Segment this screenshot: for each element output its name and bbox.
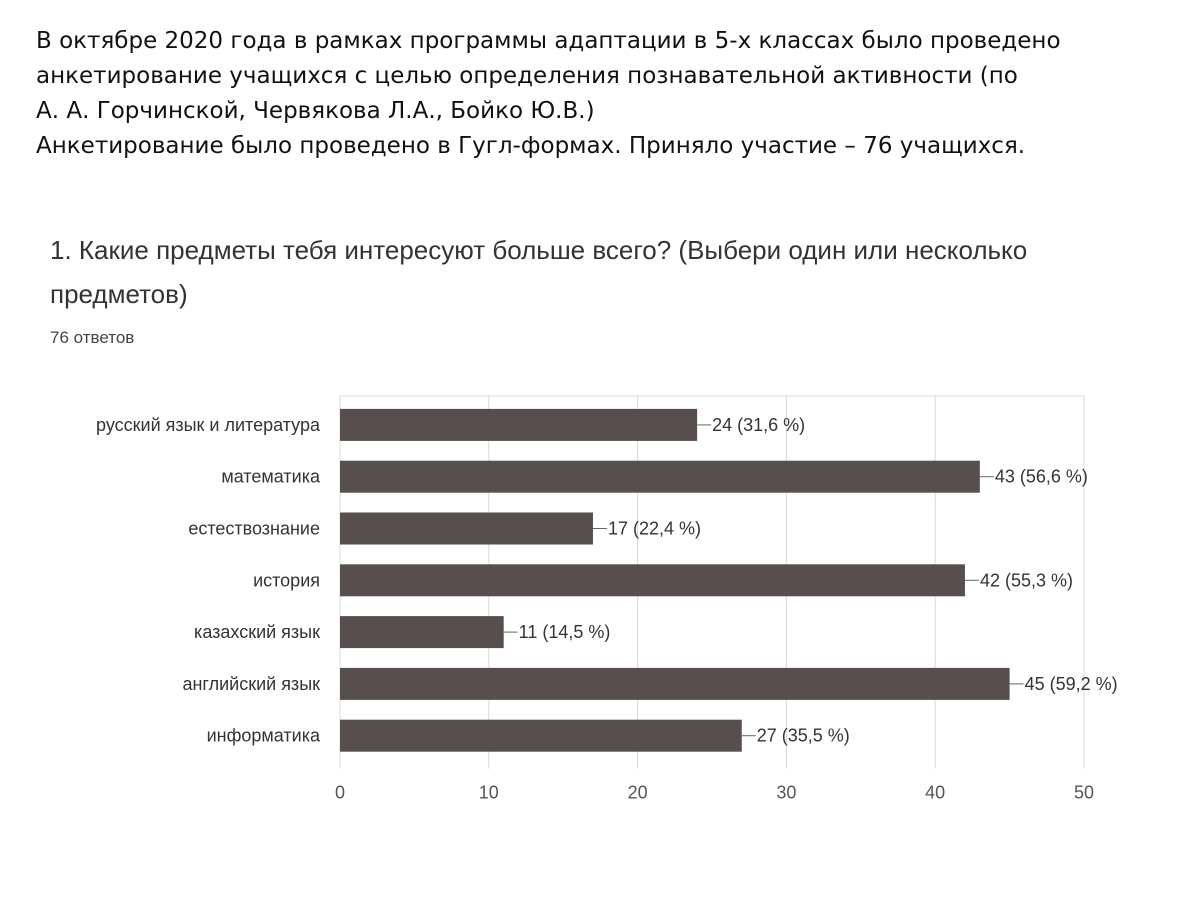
category-label: русский язык и литература: [96, 415, 321, 435]
x-tick-label: 40: [925, 783, 945, 803]
intro-line: А. А. Горчинской, Червякова Л.А., Бойко …: [36, 98, 595, 124]
x-tick-label: 10: [479, 783, 499, 803]
question-title: 1. Какие предметы тебя интересуют больше…: [50, 235, 1028, 309]
data-label: 11 (14,5 %): [519, 622, 611, 642]
x-tick-label: 20: [628, 783, 648, 803]
x-tick-label: 0: [335, 783, 345, 803]
intro-line: Анкетирование было проведено в Гугл-форм…: [36, 133, 1026, 159]
x-tick-label: 50: [1074, 783, 1094, 803]
response-count: 76 ответов: [50, 328, 135, 347]
x-tick-label: 30: [776, 783, 796, 803]
bar: [340, 719, 742, 752]
bar: [340, 408, 698, 441]
bar: [340, 564, 965, 597]
bar: [340, 616, 504, 649]
data-label: 17 (22,4 %): [608, 519, 701, 539]
category-label: естествознание: [188, 519, 320, 539]
category-label: математика: [221, 467, 321, 487]
intro-line: анкетирование учащихся с целью определен…: [36, 63, 1018, 89]
bar-chart: 0 10 20 30 40 50 русский язык и литература 24 (…: [96, 395, 1118, 803]
category-label: история: [253, 570, 320, 590]
bar: [340, 512, 593, 545]
data-label: 24 (31,6 %): [712, 415, 805, 435]
category-label: казахский язык: [194, 622, 320, 642]
bar: [340, 667, 1010, 700]
category-label: английский язык: [182, 674, 320, 694]
intro-text: В октябре 2020 года в рамках программы а…: [36, 24, 1176, 164]
data-label: 45 (59,2 %): [1025, 674, 1118, 694]
data-label: 43 (56,6 %): [995, 467, 1088, 487]
bar: [340, 460, 980, 493]
data-label: 27 (35,5 %): [757, 726, 850, 746]
category-label: информатика: [207, 726, 321, 746]
data-label: 42 (55,3 %): [980, 570, 1073, 590]
intro-line: В октябре 2020 года в рамках программы а…: [36, 28, 1061, 54]
